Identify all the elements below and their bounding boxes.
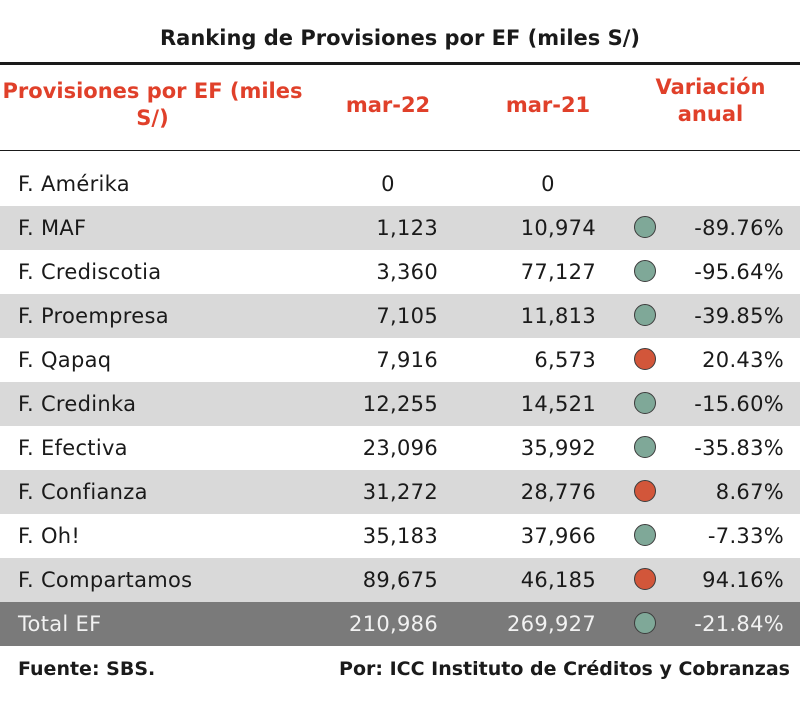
- value-mar-21: 269,927: [507, 612, 596, 636]
- green-indicator-icon: [634, 612, 656, 634]
- annual-variation: -21.84%: [694, 612, 784, 636]
- column-header-variation: Variación anual: [655, 75, 766, 126]
- red-indicator-icon: [634, 568, 656, 590]
- value-mar-22: 23,096: [362, 436, 438, 460]
- value-mar-21: 46,185: [520, 568, 596, 592]
- value-mar-22: 89,675: [362, 568, 438, 592]
- annual-variation: -15.60%: [694, 392, 784, 416]
- annual-variation: 8.67%: [715, 480, 784, 504]
- value-mar-21: 10,974: [520, 216, 596, 240]
- value-mar-21: 37,966: [520, 524, 596, 548]
- source-note: Fuente: SBS.: [18, 658, 156, 680]
- entity-name: F. Amérika: [18, 172, 130, 196]
- table-row: F. MAF 1,123 10,974 -89.76%: [0, 206, 800, 250]
- table-row: F. Amérika 0 0: [0, 162, 800, 206]
- green-indicator-icon: [634, 304, 656, 326]
- column-header-mar-22: mar-22: [345, 93, 431, 117]
- value-mar-22: 31,272: [362, 480, 438, 504]
- value-mar-22: 3,360: [376, 260, 438, 284]
- green-indicator-icon: [634, 436, 656, 458]
- header-bottom-rule: [0, 150, 800, 151]
- entity-name: F. Qapaq: [18, 348, 112, 372]
- value-mar-22: 210,986: [349, 612, 438, 636]
- table-row: F. Proempresa 7,105 11,813 -39.85%: [0, 294, 800, 338]
- column-header-entity: Provisiones por EF (miles S/): [2, 79, 303, 130]
- green-indicator-icon: [634, 524, 656, 546]
- header-top-rule: [0, 62, 800, 65]
- annual-variation: -35.83%: [694, 436, 784, 460]
- table-row: F. Credinka 12,255 14,521 -15.60%: [0, 382, 800, 426]
- value-mar-21: 6,573: [534, 348, 596, 372]
- table-row: F. Compartamos 89,675 46,185 94.16%: [0, 558, 800, 602]
- table-row: F. Oh! 35,183 37,966 -7.33%: [0, 514, 800, 558]
- value-mar-22: 7,916: [376, 348, 438, 372]
- table-row: F. Crediscotia 3,360 77,127 -95.64%: [0, 250, 800, 294]
- table-body: F. Amérika 0 0 F. MAF 1,123 10,974 -89.76% F. C…: [0, 162, 800, 646]
- annual-variation: -7.33%: [707, 524, 784, 548]
- entity-name: F. Proempresa: [18, 304, 169, 328]
- column-header-mar-21: mar-21: [505, 93, 591, 117]
- green-indicator-icon: [634, 260, 656, 282]
- table-row: F. Qapaq 7,916 6,573 20.43%: [0, 338, 800, 382]
- table-title: Ranking de Provisiones por EF (miles S/): [160, 26, 640, 50]
- value-mar-22: 1,123: [376, 216, 438, 240]
- annual-variation: -89.76%: [694, 216, 784, 240]
- entity-name: F. Efectiva: [18, 436, 128, 460]
- annual-variation: -39.85%: [694, 304, 784, 328]
- value-mar-21: 28,776: [520, 480, 596, 504]
- entity-name: F. MAF: [18, 216, 87, 240]
- entity-name: F. Crediscotia: [18, 260, 162, 284]
- annual-variation: 20.43%: [702, 348, 784, 372]
- table-row: F. Efectiva 23,096 35,992 -35.83%: [0, 426, 800, 470]
- entity-name: F. Credinka: [18, 392, 137, 416]
- entity-name: F. Compartamos: [18, 568, 193, 592]
- entity-name: F. Oh!: [18, 524, 81, 548]
- value-mar-22: 0: [381, 172, 395, 196]
- value-mar-21: 35,992: [520, 436, 596, 460]
- red-indicator-icon: [634, 480, 656, 502]
- entity-name: Total EF: [18, 612, 102, 636]
- value-mar-22: 12,255: [362, 392, 438, 416]
- value-mar-21: 11,813: [520, 304, 596, 328]
- value-mar-22: 7,105: [376, 304, 438, 328]
- entity-name: F. Confianza: [18, 480, 148, 504]
- green-indicator-icon: [634, 216, 656, 238]
- green-indicator-icon: [634, 392, 656, 414]
- total-row: Total EF 210,986 269,927 -21.84%: [0, 602, 800, 646]
- value-mar-21: 0: [541, 172, 555, 196]
- annual-variation: 94.16%: [702, 568, 784, 592]
- table-row: F. Confianza 31,272 28,776 8.67%: [0, 470, 800, 514]
- annual-variation: -95.64%: [694, 260, 784, 284]
- value-mar-21: 77,127: [520, 260, 596, 284]
- value-mar-21: 14,521: [520, 392, 596, 416]
- credit-note: Por: ICC Instituto de Créditos y Cobranz…: [339, 658, 790, 680]
- red-indicator-icon: [634, 348, 656, 370]
- value-mar-22: 35,183: [362, 524, 438, 548]
